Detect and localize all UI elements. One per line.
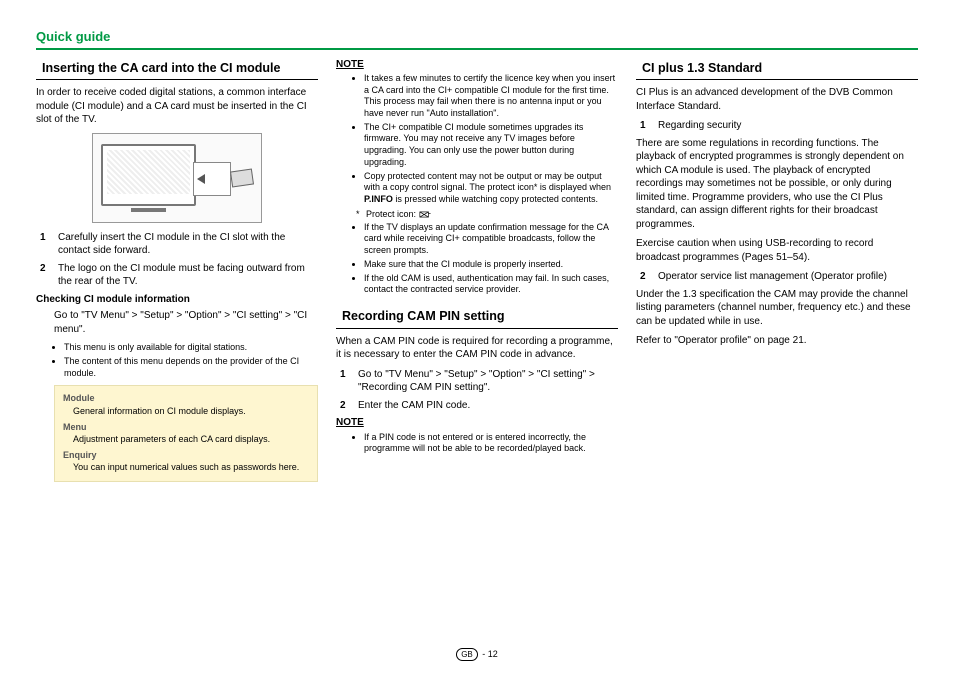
ci-card-shape: [230, 168, 254, 187]
step-text: Carefully insert the CI module in the CI…: [58, 231, 318, 258]
tv-body-shape: [101, 144, 196, 206]
note-heading: NOTE: [336, 58, 618, 72]
content-columns: Inserting the CA card into the CI module…: [36, 58, 918, 483]
step-text: Enter the CAM PIN code.: [358, 399, 618, 413]
list-item: This menu is only available for digital …: [64, 342, 318, 354]
intro-text: In order to receive coded digital statio…: [36, 86, 318, 127]
step-text: Go to "TV Menu" > "Setup" > "Option" > "…: [358, 368, 618, 395]
column-1: Inserting the CA card into the CI module…: [36, 58, 318, 483]
list-item: Make sure that the CI module is properly…: [364, 259, 618, 271]
item1-body: There are some regulations in recording …: [636, 137, 918, 232]
section-title-recording: Recording CAM PIN setting: [336, 306, 618, 329]
note-bullets-2: If the TV displays an update confirmatio…: [336, 222, 618, 296]
section-title-ca-card: Inserting the CA card into the CI module: [36, 58, 318, 81]
step-number: 1: [640, 119, 650, 133]
item2-body: Under the 1.3 specification the CAM may …: [636, 288, 918, 329]
note-bullets: It takes a few minutes to certify the li…: [336, 73, 618, 206]
column-2: NOTE It takes a few minutes to certify t…: [336, 58, 618, 483]
list-item: 1 Regarding security: [640, 119, 918, 133]
checking-title: Checking CI module information: [36, 293, 318, 307]
step-number: 1: [40, 231, 50, 258]
box-term-menu: Menu: [63, 421, 309, 433]
list-item: If the old CAM is used, authentication m…: [364, 273, 618, 296]
page-footer: GB - 12: [0, 648, 954, 661]
ciplus-items: 1 Regarding security: [636, 119, 918, 133]
guide-title: Quick guide: [36, 28, 918, 46]
item1-tail: Exercise caution when using USB-recordin…: [636, 237, 918, 264]
item2-tail: Refer to "Operator profile" on page 21.: [636, 334, 918, 348]
step-number: 2: [640, 270, 650, 284]
list-item: 1 Go to "TV Menu" > "Setup" > "Option" >…: [340, 368, 618, 395]
recording-intro: When a CAM PIN code is required for reco…: [336, 335, 618, 362]
column-3: CI plus 1.3 Standard CI Plus is an advan…: [636, 58, 918, 483]
protect-icon-line: Protect icon:: [336, 208, 618, 220]
step-number: 2: [40, 262, 50, 289]
page-sep: -: [482, 649, 485, 659]
note-text: Copy protected content may not be output…: [364, 171, 611, 193]
note-text: is pressed while watching copy protected…: [393, 194, 598, 204]
insert-steps: 1 Carefully insert the CI module in the …: [36, 231, 318, 289]
list-item: 2 Enter the CAM PIN code.: [340, 399, 618, 413]
list-item: The content of this menu depends on the …: [64, 356, 318, 379]
list-item: The CI+ compatible CI module sometimes u…: [364, 122, 618, 169]
list-item: 2 Operator service list management (Oper…: [640, 270, 918, 284]
region-badge: GB: [456, 648, 478, 661]
list-item: If the TV displays an update confirmatio…: [364, 222, 618, 257]
page-number: 12: [488, 649, 498, 659]
box-term-enquiry: Enquiry: [63, 449, 309, 461]
step-text: Operator service list management (Operat…: [658, 270, 918, 284]
list-item: It takes a few minutes to certify the li…: [364, 73, 618, 120]
note-heading-2: NOTE: [336, 416, 618, 430]
checking-bullets: This menu is only available for digital …: [36, 342, 318, 379]
list-item: 1 Carefully insert the CI module in the …: [40, 231, 318, 258]
info-box: Module General information on CI module …: [54, 385, 318, 482]
recording-note-bullets: If a PIN code is not entered or is enter…: [336, 432, 618, 455]
box-def: General information on CI module display…: [63, 405, 309, 417]
list-item: If a PIN code is not entered or is enter…: [364, 432, 618, 455]
step-number: 1: [340, 368, 350, 395]
box-def: You can input numerical values such as p…: [63, 461, 309, 473]
step-text: The logo on the CI module must be facing…: [58, 262, 318, 289]
pinfo-bold: P.INFO: [364, 194, 393, 204]
recording-steps: 1 Go to "TV Menu" > "Setup" > "Option" >…: [336, 368, 618, 413]
tv-ci-illustration: [92, 133, 262, 223]
protect-label: Protect icon:: [366, 209, 416, 219]
box-def: Adjustment parameters of each CA card di…: [63, 433, 309, 445]
box-term-module: Module: [63, 392, 309, 404]
step-number: 2: [340, 399, 350, 413]
protect-icon: [419, 210, 431, 219]
list-item: 2 The logo on the CI module must be faci…: [40, 262, 318, 289]
ciplus-intro: CI Plus is an advanced development of th…: [636, 86, 918, 113]
step-text: Regarding security: [658, 119, 918, 133]
green-rule: [36, 48, 918, 50]
insert-arrow-icon: [197, 174, 205, 184]
ciplus-items-2: 2 Operator service list management (Oper…: [636, 270, 918, 284]
section-title-ciplus: CI plus 1.3 Standard: [636, 58, 918, 81]
tv-screen-shape: [107, 150, 190, 194]
checking-path: Go to "TV Menu" > "Setup" > "Option" > "…: [36, 309, 318, 336]
tv-stand-shape: [131, 208, 166, 212]
list-item: Copy protected content may not be output…: [364, 171, 618, 206]
